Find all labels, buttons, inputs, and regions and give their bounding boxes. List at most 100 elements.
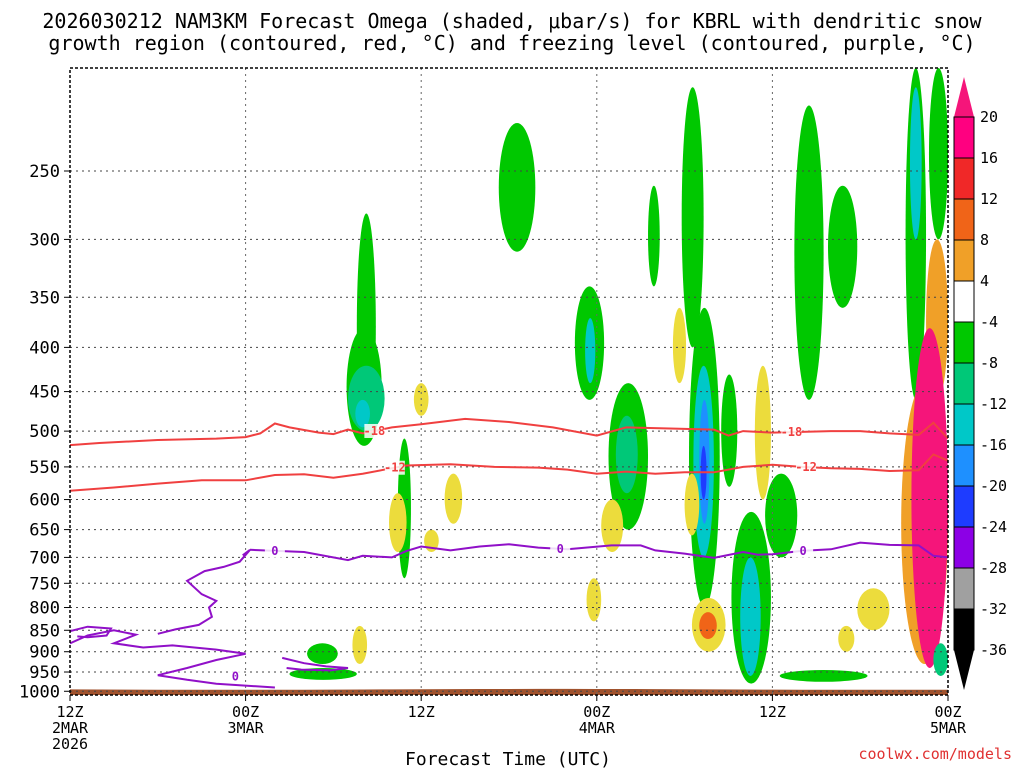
omega-region-40 xyxy=(909,87,922,240)
omega-region-38 xyxy=(838,625,855,652)
colorbar-label-0: 20 xyxy=(980,108,998,126)
colorbar-label-9: -20 xyxy=(980,477,1007,495)
omega-region-14 xyxy=(585,318,596,384)
contour-label-freezing-2: 0 xyxy=(800,544,807,558)
freezing-level-segment-3 xyxy=(157,549,251,635)
y-tick-label-550: 550 xyxy=(29,458,60,478)
y-tick-label-950: 950 xyxy=(29,663,60,683)
ground-fill xyxy=(70,688,948,695)
omega-region-35 xyxy=(828,185,858,308)
y-tick-label-1000: 1000 xyxy=(19,682,60,702)
y-tick-label-250: 250 xyxy=(29,162,60,182)
x-tick-label-0-1: 12Z xyxy=(56,703,83,721)
colorbar-label-11: -28 xyxy=(980,559,1007,577)
x-tick-label-0-3: 2026 xyxy=(52,735,88,753)
omega-region-3 xyxy=(355,399,370,428)
contour-label-bg-freezing-0 xyxy=(264,543,285,558)
colorbar-label-2: 12 xyxy=(980,190,998,208)
colorbar-label-1: 16 xyxy=(980,149,998,167)
y-tick-label-750: 750 xyxy=(29,574,60,594)
freezing-level-segment-1 xyxy=(70,625,113,639)
y-tick-label-850: 850 xyxy=(29,621,60,641)
omega-region-27 xyxy=(721,374,738,487)
colorbar-label-8: -16 xyxy=(980,436,1007,454)
omega-region-12 xyxy=(498,123,536,252)
colorbar-segment-0 xyxy=(954,117,974,158)
omega-region-45 xyxy=(933,643,948,676)
colorbar-segment-5 xyxy=(954,322,974,363)
colorbar-segment-4 xyxy=(954,281,974,322)
omega-region-29 xyxy=(699,612,717,640)
colorbar-label-6: -8 xyxy=(980,354,998,372)
x-tick-label-24-1: 12Z xyxy=(408,703,435,721)
omega-region-34 xyxy=(794,105,824,400)
x-tick-label-12-1: 00Z xyxy=(232,703,259,721)
colorbar-label-10: -24 xyxy=(980,518,1007,536)
contour-label-bg-freezing-extra xyxy=(228,669,243,684)
contour-label-freezing-extra: 0 xyxy=(232,669,239,683)
contour-lines: -18 -18 -12 -12 0 0 0 0 xyxy=(70,417,948,689)
plot-frame xyxy=(69,67,949,696)
contour-label-bg-freezing-1 xyxy=(550,541,571,556)
contour-minus18 xyxy=(70,417,948,447)
colorbar-segment-8 xyxy=(954,445,974,486)
colorbar-label-5: -4 xyxy=(980,313,998,331)
x-tick-label-60-2: 5MAR xyxy=(930,719,967,737)
colorbar: 20 16 12 8 4 -4 -8 -12 -16 -20 -24 -28 -32 -36 xyxy=(953,77,1007,690)
x-tick-label-0-2: 2MAR xyxy=(52,719,89,737)
omega-region-36 xyxy=(779,670,868,682)
plot-area xyxy=(289,68,948,684)
x-tick-label-60-1: 00Z xyxy=(934,703,961,721)
omega-region-31 xyxy=(740,557,761,676)
colorbar-segment-9 xyxy=(954,486,974,527)
y-tick-label-900: 900 xyxy=(29,643,60,663)
colorbar-segment-1 xyxy=(954,158,974,199)
contour-label-bg-minus18-1 xyxy=(781,425,802,440)
axes: 2503003504004505005506006507007508008509… xyxy=(19,67,967,753)
credit-link[interactable]: coolwx.com/models xyxy=(858,745,1012,763)
omega-region-10 xyxy=(289,668,357,680)
contour-label-bg-minus12-1 xyxy=(796,460,817,475)
omega-region-20 xyxy=(681,87,704,348)
omega-region-18 xyxy=(586,578,602,622)
colorbar-label-7: -12 xyxy=(980,395,1007,413)
colorbar-label-3: 8 xyxy=(980,231,989,249)
x-tick-label-36-1: 00Z xyxy=(583,703,610,721)
contour-minus12 xyxy=(70,453,948,492)
contour-label-minus18-0: -18 xyxy=(364,424,386,438)
colorbar-segment-3 xyxy=(954,240,974,281)
x-axis-label: Forecast Time (UTC) xyxy=(405,749,611,768)
omega-region-41 xyxy=(928,68,948,240)
y-tick-label-700: 700 xyxy=(29,548,60,568)
x-tick-label-48-1: 12Z xyxy=(759,703,786,721)
chart-title-line1: 2026030212 NAM3KM Forecast Omega (shaded… xyxy=(42,9,982,33)
contour-label-freezing-0: 0 xyxy=(271,544,278,558)
colorbar-bottom-arrow xyxy=(954,650,974,690)
colorbar-segment-12 xyxy=(954,609,974,650)
omega-region-26 xyxy=(672,307,687,384)
y-tick-label-400: 400 xyxy=(29,338,60,358)
omega-region-11 xyxy=(307,643,338,665)
colorbar-segment-2 xyxy=(954,199,974,240)
contour-label-minus12-1: -12 xyxy=(795,460,817,474)
omega-region-17 xyxy=(601,499,624,553)
x-tick-label-36-2: 4MAR xyxy=(579,719,616,737)
omega-region-9 xyxy=(352,625,368,665)
omega-region-19 xyxy=(648,185,660,287)
omega-region-7 xyxy=(444,473,463,524)
omega-region-33 xyxy=(765,473,798,558)
colorbar-top-arrow xyxy=(954,77,974,117)
omega-region-16 xyxy=(615,415,638,494)
colorbar-segment-6 xyxy=(954,363,974,404)
x-tick-label-12-2: 3MAR xyxy=(228,719,265,737)
freezing-level-segment-0 xyxy=(70,629,275,689)
contour-label-bg-minus12-0 xyxy=(384,460,405,475)
y-tick-label-450: 450 xyxy=(29,383,60,403)
contour-label-minus18-1: -18 xyxy=(781,425,803,439)
y-tick-label-650: 650 xyxy=(29,521,60,541)
y-tick-label-500: 500 xyxy=(29,422,60,442)
contour-freezing xyxy=(249,541,948,562)
colorbar-label-12: -32 xyxy=(980,600,1007,618)
omega-region-25 xyxy=(684,473,700,536)
